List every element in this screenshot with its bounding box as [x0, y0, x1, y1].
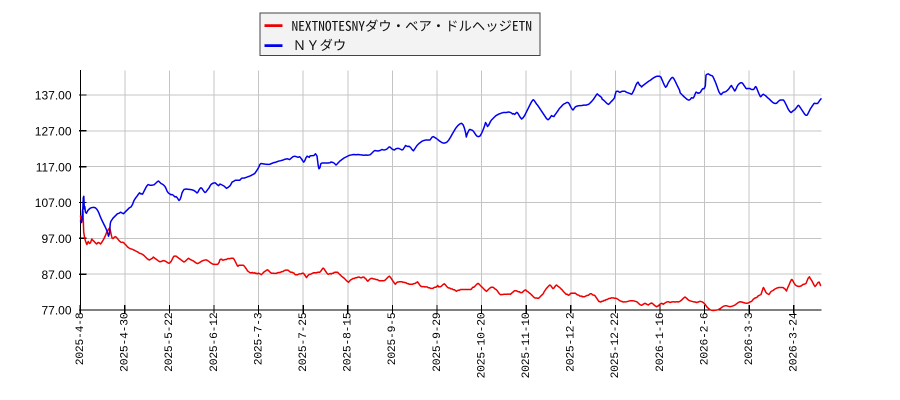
svg-text:2025-11-10: 2025-11-10: [521, 312, 533, 378]
svg-text:87.00: 87.00: [41, 268, 71, 282]
svg-text:2026-3-24: 2026-3-24: [789, 312, 801, 372]
svg-text:97.00: 97.00: [41, 232, 71, 246]
svg-text:2025-5-22: 2025-5-22: [164, 313, 176, 372]
svg-text:2025-4-30: 2025-4-30: [120, 312, 132, 372]
svg-text:2026-3-3: 2026-3-3: [744, 312, 756, 365]
svg-text:2025-7-3: 2025-7-3: [253, 312, 265, 365]
svg-text:137.00: 137.00: [35, 89, 72, 103]
svg-text:77.00: 77.00: [41, 304, 71, 318]
svg-text:2025-9-29: 2025-9-29: [432, 313, 444, 372]
svg-text:2025-10-20: 2025-10-20: [476, 312, 488, 378]
svg-text:2025-4-8: 2025-4-8: [75, 312, 87, 365]
svg-text:2025-12-22: 2025-12-22: [610, 313, 622, 379]
svg-text:2025-6-12: 2025-6-12: [209, 313, 221, 372]
svg-text:127.00: 127.00: [35, 125, 72, 139]
svg-text:2025-12-2: 2025-12-2: [566, 313, 578, 372]
svg-text:2026-1-16: 2026-1-16: [655, 312, 667, 372]
svg-text:2026-2-6: 2026-2-6: [699, 312, 711, 365]
svg-text:2025-7-25: 2025-7-25: [298, 312, 310, 372]
svg-text:107.00: 107.00: [35, 196, 72, 210]
svg-text:2025-9-5: 2025-9-5: [387, 312, 399, 365]
svg-text:2025-8-15: 2025-8-15: [343, 312, 355, 372]
svg-text:117.00: 117.00: [36, 160, 72, 174]
